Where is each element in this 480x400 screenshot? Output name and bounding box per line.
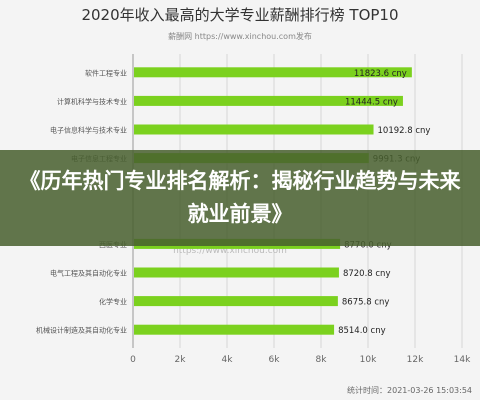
bar — [134, 324, 335, 335]
x-tick-label: 10k — [360, 355, 377, 365]
category-label: 电气工程及其自动化专业 — [50, 269, 127, 278]
watermark-text: https://www.xinchou.com — [173, 246, 287, 256]
x-tick-label: 8k — [316, 355, 328, 365]
chart-subtitle: 薪酬网 https://www.xinchou.com发布 — [168, 32, 312, 41]
x-tick-label: 2k — [175, 355, 187, 365]
x-tick-label: 4k — [222, 355, 234, 365]
x-tick-label: 14k — [454, 355, 471, 365]
bar-value-label: 11444.5 cny — [345, 97, 398, 107]
bar-value-label: 8720.8 cny — [343, 269, 391, 279]
category-label: 计算机科学与技术专业 — [57, 97, 127, 106]
category-label: 机械设计制造及其自动化专业 — [36, 326, 127, 335]
bar — [134, 67, 412, 78]
category-label: 化学专业 — [99, 297, 127, 306]
bar-value-label: 8514.0 cny — [338, 326, 386, 336]
x-tick-label: 0 — [130, 355, 136, 365]
timestamp-note: 统计时间：2021-03-26 15:03:54 — [347, 386, 472, 395]
bar — [134, 95, 403, 106]
bar-value-label: 8675.8 cny — [342, 298, 390, 308]
bar-value-label: 10192.8 cny — [378, 126, 431, 136]
category-label: 软件工程专业 — [85, 68, 127, 77]
category-label: 电子信息科学与技术专业 — [50, 126, 127, 135]
bar — [134, 124, 374, 135]
bar — [134, 267, 339, 278]
bar-value-label: 11823.6 cny — [354, 69, 407, 79]
bar — [134, 296, 338, 307]
x-tick-label: 12k — [407, 355, 424, 365]
x-tick-label: 6k — [269, 355, 281, 365]
chart-title: 2020年收入最高的大学专业薪酬排行榜 TOP10 — [81, 6, 399, 24]
headline-banner: 《历年热门专业排名解析：揭秘行业趋势与未来就业前景》 — [0, 150, 480, 246]
headline-text: 《历年热门专业排名解析：揭秘行业趋势与未来就业前景》 — [19, 169, 461, 226]
